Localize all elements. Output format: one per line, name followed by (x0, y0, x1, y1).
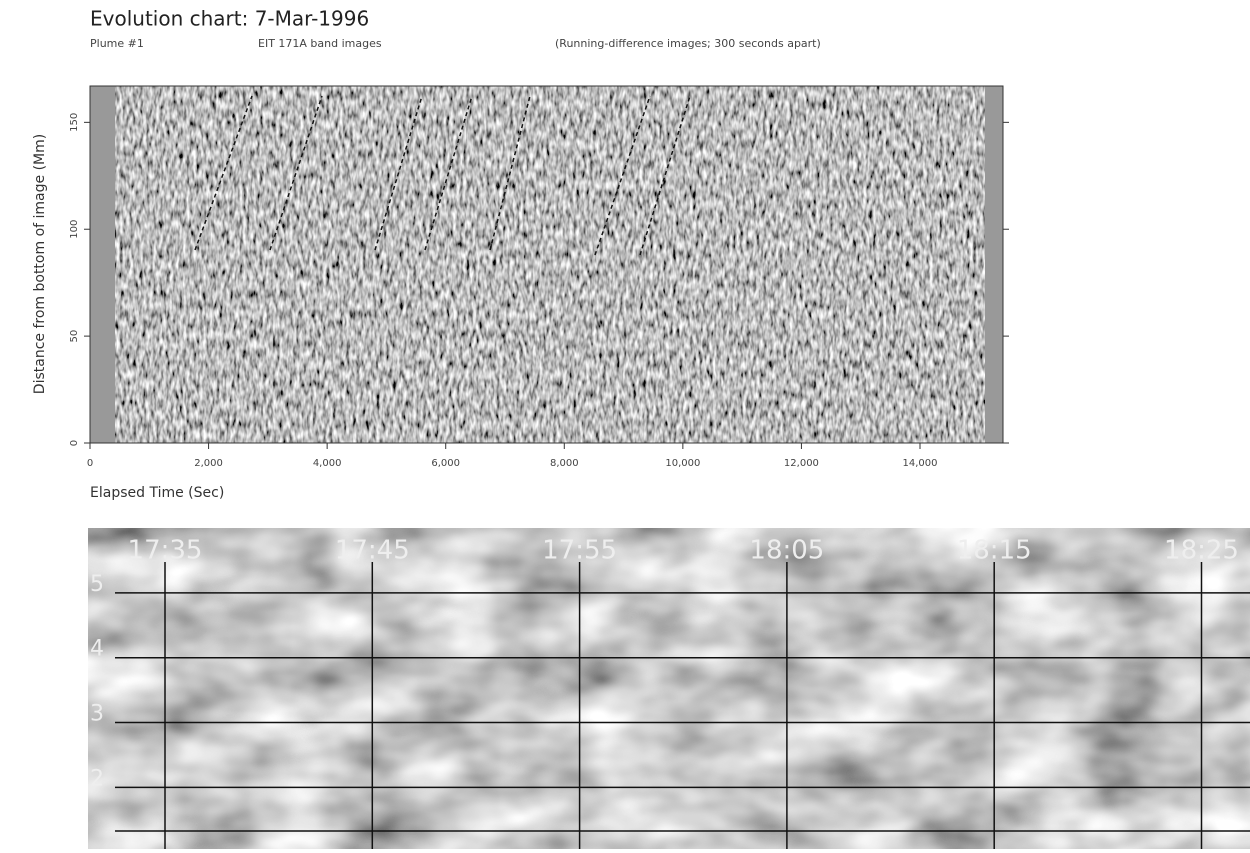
x-tick-label: 14,000 (903, 458, 938, 469)
image (90, 86, 1003, 443)
x-tick-label: 4,000 (313, 458, 342, 469)
y-axis-label: Distance from bottom of image (Mm) (32, 134, 48, 394)
x-tick-label: 18:15 (957, 536, 1032, 566)
gap (90, 86, 115, 443)
x-tick-label: 6,000 (431, 458, 460, 469)
y-tick-label: 4 (90, 637, 104, 662)
y-tick-label: 100 (69, 220, 80, 239)
figure: Evolution chart: 7-Mar-1996 Plume #1 EIT… (0, 0, 1250, 849)
top-panel: Evolution chart: 7-Mar-1996 Plume #1 EIT… (32, 7, 1009, 502)
x-tick-label: 18:25 (1164, 536, 1239, 566)
y-tick-label: 3 (90, 702, 104, 727)
chart-title: Evolution chart: 7-Mar-1996 (90, 7, 369, 31)
x-tick-label: 17:55 (542, 536, 617, 566)
y-tick-label: 50 (69, 330, 80, 343)
bottom-panel: 2 3 4 5 17:35 17:45 17:55 18:05 18:15 18:25 (88, 528, 1250, 849)
gap (985, 86, 1003, 443)
y-tick-label: 5 (90, 572, 104, 597)
x-tick-label: 12,000 (784, 458, 819, 469)
x-tick-label: 0 (87, 458, 93, 469)
x-tick-label: 17:35 (128, 536, 203, 566)
x-tick-label: 8,000 (550, 458, 579, 469)
y-tick-label: 0 (69, 440, 80, 446)
image (88, 528, 1250, 849)
y-tick-label: 150 (69, 113, 80, 132)
y-tick-label: 2 (90, 766, 104, 791)
subtitle: EIT 171A band images (258, 37, 382, 50)
x-tick-label: 17:45 (335, 536, 410, 566)
x-tick-label: 18:05 (749, 536, 824, 566)
x-tick-label: 10,000 (665, 458, 700, 469)
subtitle: (Running-difference images; 300 seconds … (555, 37, 821, 50)
x-tick-label: 2,000 (194, 458, 223, 469)
x-axis-label: Elapsed Time (Sec) (90, 485, 224, 501)
subtitle: Plume #1 (90, 37, 144, 50)
